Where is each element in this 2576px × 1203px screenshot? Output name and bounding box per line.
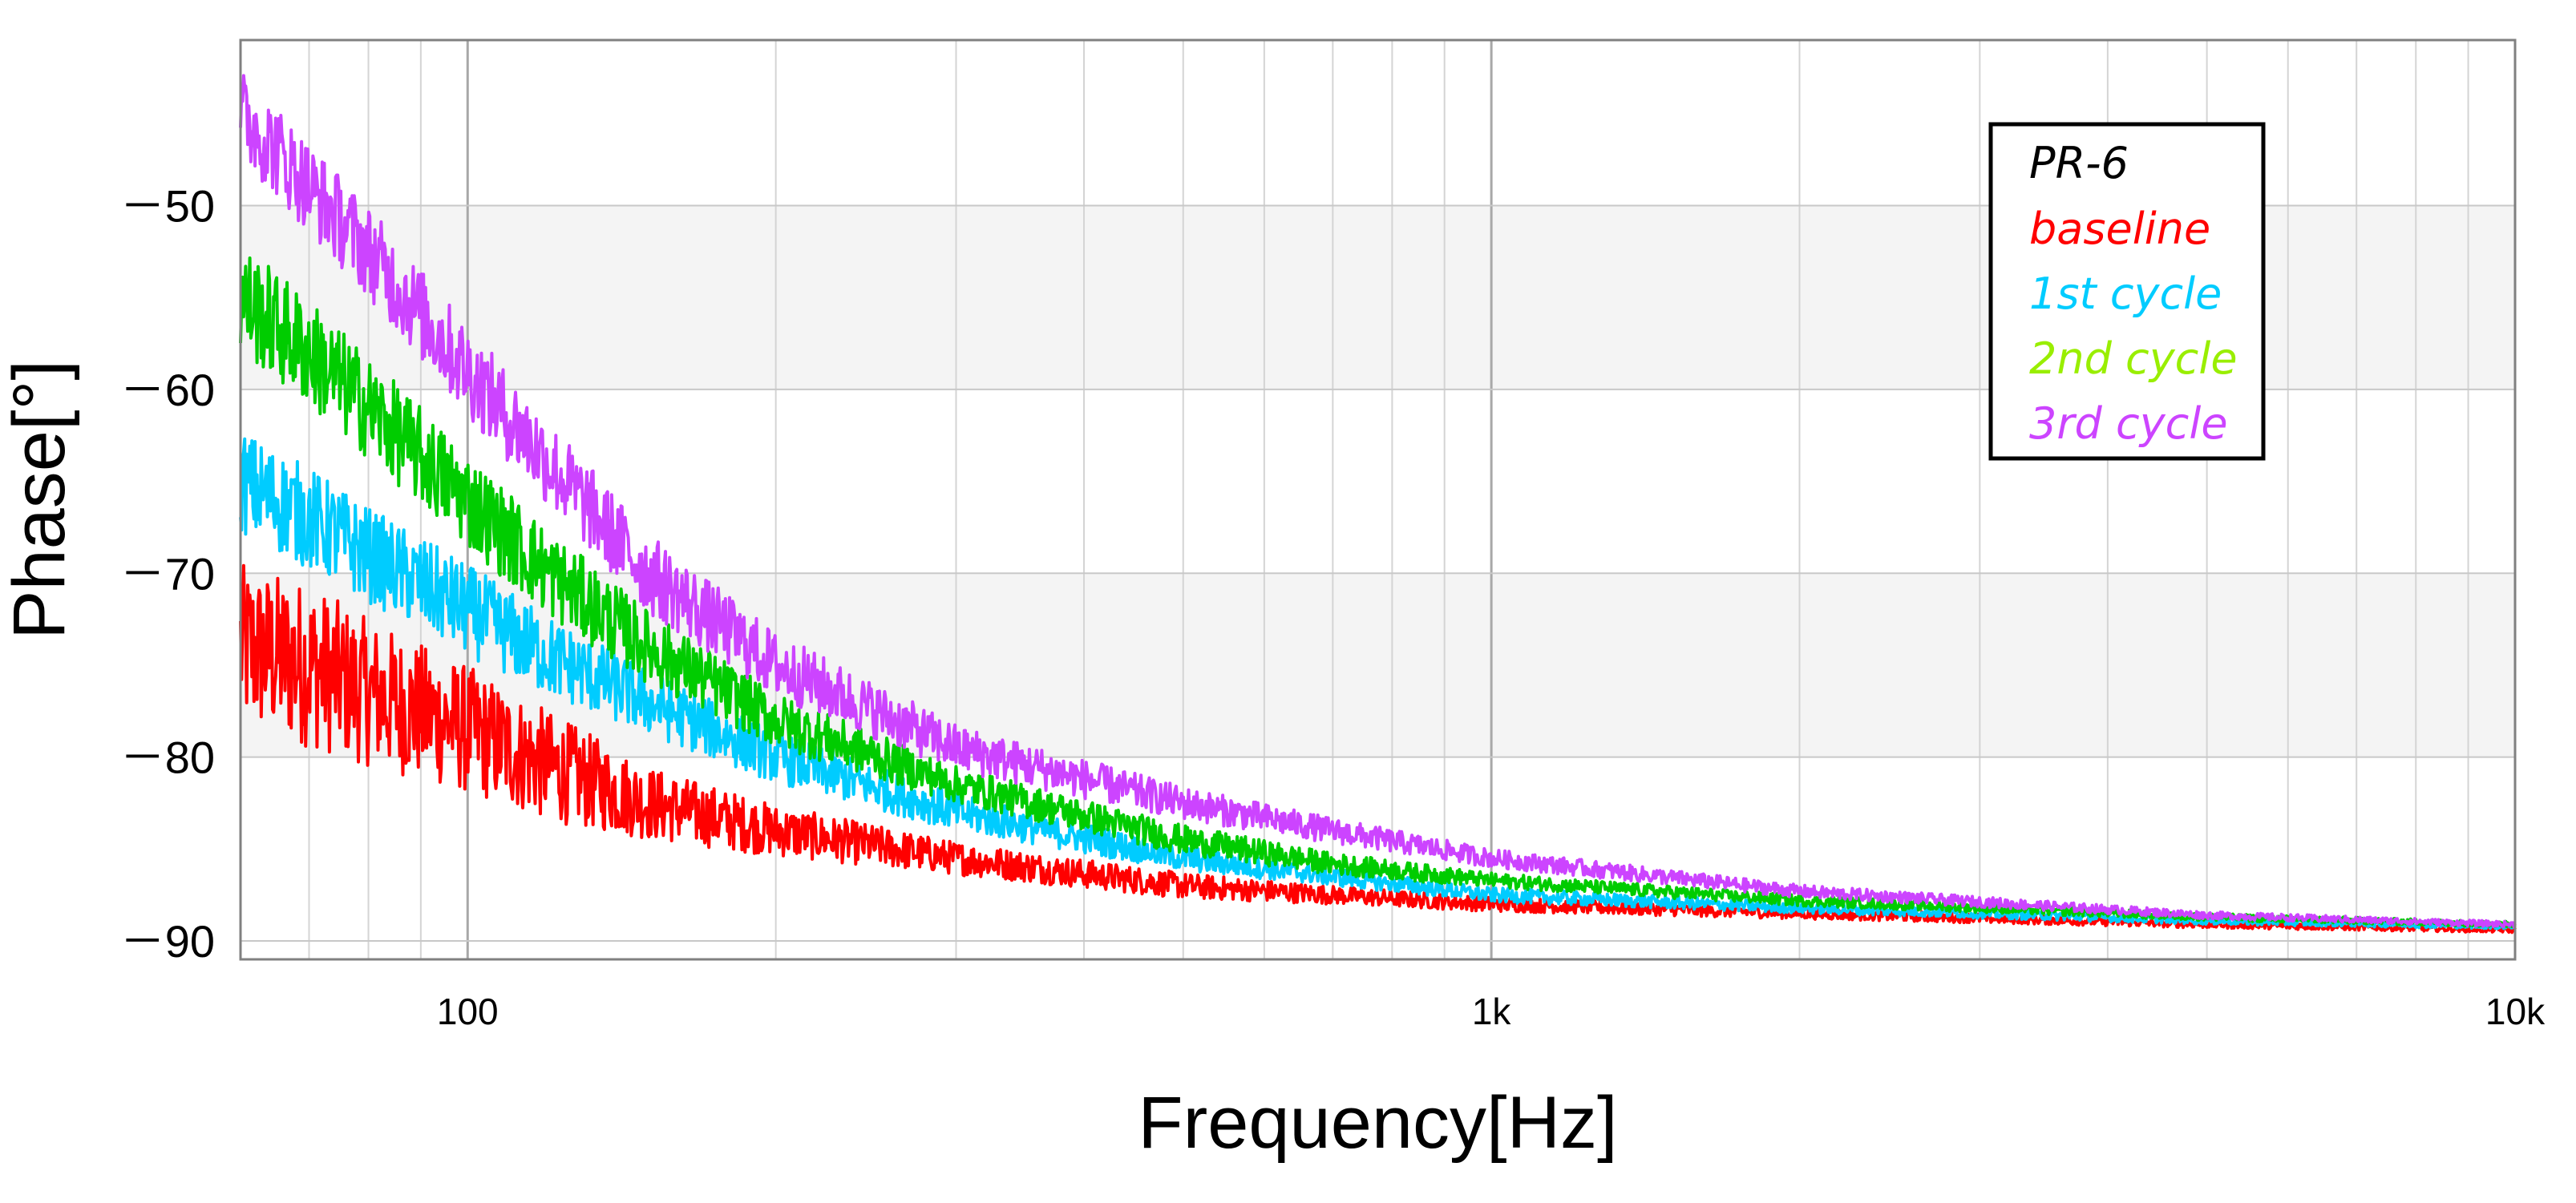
legend: PR-6 baseline 1st cycle 2nd cycle 3rd cy… xyxy=(1988,122,2266,461)
series-2nd-cycle-line xyxy=(239,256,2517,929)
series-3rd-cycle-line xyxy=(239,74,2517,929)
y-tick-label: －90 xyxy=(120,916,215,967)
y-tick-label: －80 xyxy=(120,733,215,783)
y-tick-label: －50 xyxy=(120,180,215,231)
y-axis-ticks: －50 －60 －70 －80 －90 xyxy=(120,180,215,967)
y-tick-label: －60 xyxy=(120,365,215,415)
x-axis-title: Frequency[Hz] xyxy=(1138,1082,1617,1164)
x-tick-label: 100 xyxy=(437,991,499,1032)
legend-entry-3rd-cycle: 3rd cycle xyxy=(2029,398,2228,449)
x-tick-label: 10k xyxy=(2485,991,2546,1032)
legend-entry-2nd-cycle: 2nd cycle xyxy=(2029,333,2238,384)
legend-entry-1st-cycle: 1st cycle xyxy=(2029,268,2222,319)
x-tick-label: 1k xyxy=(1472,991,1512,1032)
y-tick-label: －70 xyxy=(120,548,215,599)
legend-entry-baseline: baseline xyxy=(2029,204,2210,254)
series-baseline-line xyxy=(239,563,2517,935)
y-axis-title: Phase[°] xyxy=(0,360,80,640)
series-group xyxy=(239,74,2517,935)
legend-box xyxy=(1988,122,2266,461)
legend-heading: PR-6 xyxy=(2029,138,2129,188)
plot-frame xyxy=(239,38,2517,961)
x-axis-ticks: 100 1k 10k xyxy=(437,991,2546,1032)
